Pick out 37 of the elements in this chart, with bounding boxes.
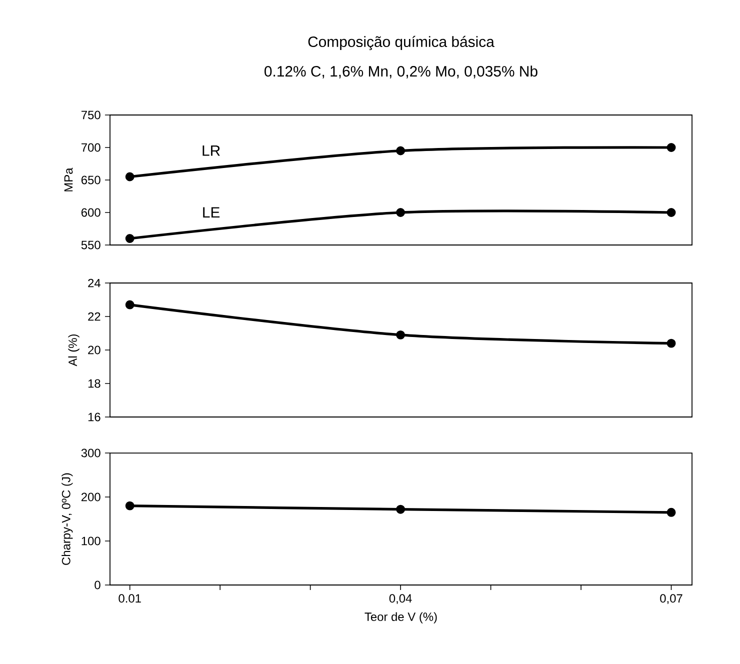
y-tick-label: 24 [88,278,100,288]
point [396,146,406,156]
y-axis-title: Charpy-V, 0ºC (J) [62,473,73,565]
x-tick-label: 0,04 [389,594,412,604]
point [396,208,406,217]
y-tick-label: 20 [88,346,100,354]
y-tick-label: 600 [82,208,100,217]
point [666,143,676,152]
y-tick-label: 18 [88,379,100,388]
x-axis-title: Teor de V (%) [364,612,437,624]
point [666,508,676,517]
point [396,330,406,340]
series-label: LR [202,146,220,156]
y-tick-label: 200 [81,492,100,502]
point [125,172,134,182]
x-tick-label: 0.01 [118,594,141,603]
point [125,300,134,310]
y-tick-label: 550 [81,240,100,250]
y-tick-label: 750 [82,110,100,120]
y-tick-label: 100 [82,536,100,546]
point [125,234,134,243]
point [125,501,134,510]
point [396,504,406,514]
y-axis-title: Al (%) [68,334,80,366]
y-tick-label: 16 [88,412,100,422]
y-axis-title: MPa [64,168,73,192]
y-tick-label: 700 [82,143,100,152]
y-tick-label: 650 [82,176,100,184]
x-tick-label: 0,07 [660,594,682,604]
chart-subtitle: 0.12% C, 1,6% Mn, 0,2% Mo, 0,035% Nb [264,66,538,78]
y-tick-label: 0 [94,580,100,590]
point [666,338,676,348]
y-tick-label: 300 [81,448,100,458]
chart-title: Composição química básica [308,36,494,50]
y-tick-label: 22 [88,312,100,321]
series-label: LE [203,207,220,218]
point [666,208,676,217]
